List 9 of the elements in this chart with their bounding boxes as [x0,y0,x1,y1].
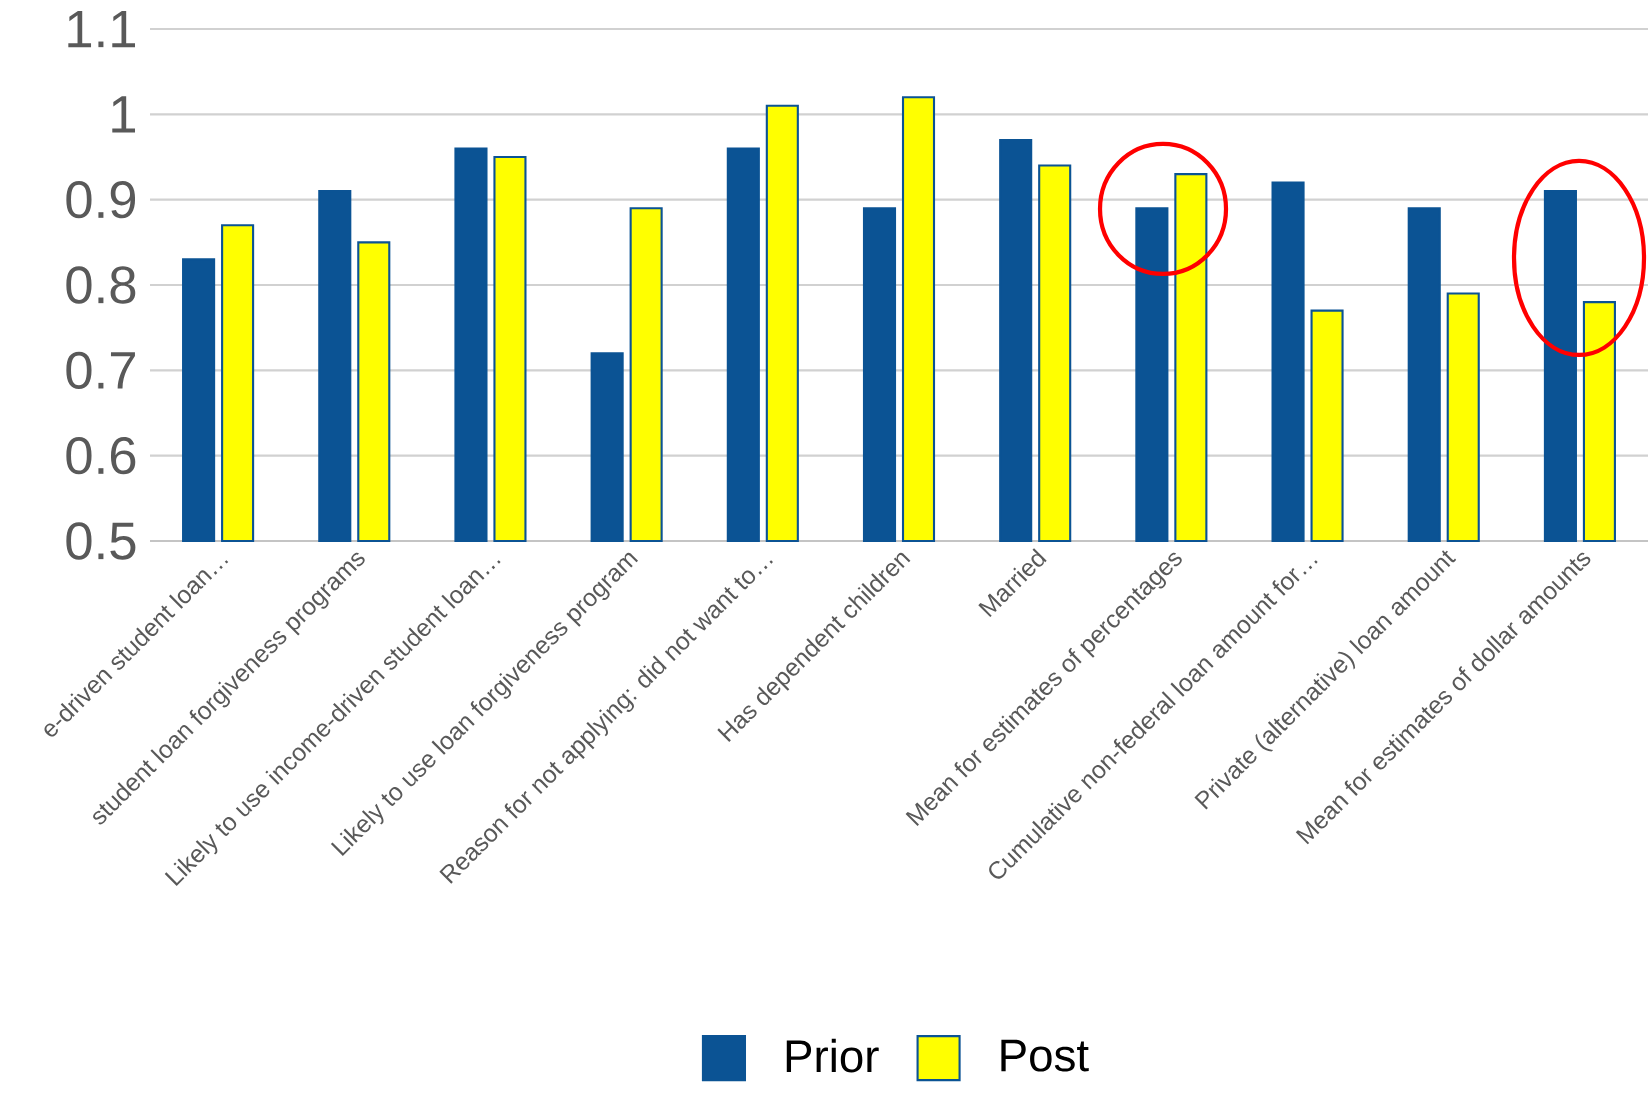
y-tick-label: 0.7 [66,351,135,389]
legend-label: Prior [786,1038,879,1073]
legend-label: Post [1001,1039,1089,1072]
y-tick-label: 0.8 [66,266,136,304]
y-tick-label: 1.1 [68,10,136,48]
y-tick-label: 0.5 [66,522,136,560]
y-tick-label: 1 [112,96,135,133]
y-tick-label: 0.9 [66,181,136,219]
y-tick-label: 0.6 [66,436,136,475]
